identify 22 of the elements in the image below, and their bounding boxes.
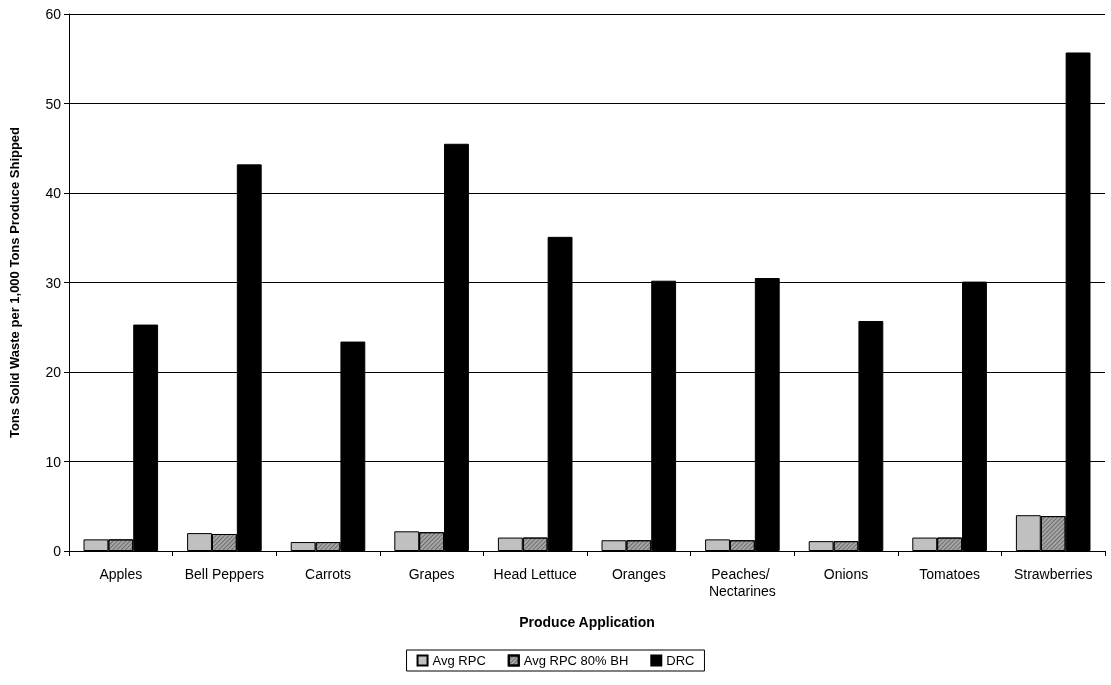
x-tick-label: Strawberries	[1013, 565, 1093, 582]
x-tick-label: Oranges	[611, 565, 666, 582]
y-tick-label: 60	[45, 6, 62, 22]
legend-label: Avg RPC	[432, 653, 486, 668]
x-tick-label: Tomatoes	[919, 565, 980, 582]
y-tick-label: 20	[45, 364, 62, 380]
legend-label: Avg RPC 80% BH	[523, 653, 629, 668]
y-tick-label: 40	[45, 185, 62, 201]
y-axis-title: Tons Solid Waste per 1,000 Tons Produce Shipped	[7, 126, 22, 439]
x-tick-label: Carrots	[305, 565, 351, 582]
x-tick-label: Head Lettuce	[493, 565, 578, 582]
y-tick-label: 10	[45, 453, 62, 470]
x-axis-title: Produce Application	[519, 614, 655, 630]
x-tick-label: Apples	[99, 565, 143, 582]
x-tick-label: Grapes	[408, 565, 455, 582]
y-tick-label: 50	[45, 95, 62, 112]
y-tick-label: 0	[53, 543, 62, 559]
x-tick-label: Onions	[823, 565, 869, 582]
y-tick-label: 30	[45, 274, 62, 291]
legend-label: DRC	[666, 653, 695, 668]
x-tick-label: Bell Peppers	[184, 565, 265, 582]
x-tick-label: Peaches/ Nectarines	[708, 565, 776, 599]
